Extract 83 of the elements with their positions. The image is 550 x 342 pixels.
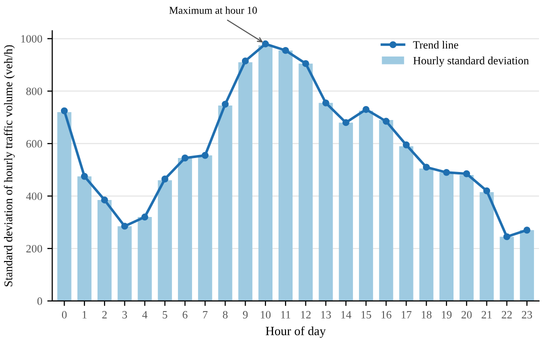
point [342,119,350,126]
x-tick-label: 11 [281,311,290,318]
bar [379,120,394,301]
y-axis-title: Standard deviation of hourly traffic volume (veh/h) [4,45,15,286]
x-tick-label: 12 [301,311,311,318]
point [222,100,229,108]
y-tick-label: 800 [26,88,42,96]
point [60,107,68,114]
x-tick-label: 10 [260,311,271,318]
point [141,214,148,220]
x-tick-label: 3 [122,311,128,318]
point [202,152,209,159]
x-tick-label: 14 [341,311,352,318]
bar [520,230,534,301]
bar [218,106,232,301]
y-tick-label: 200 [26,244,42,252]
x-axis-title: Hour of day [266,326,326,338]
point [242,57,249,64]
bar [77,176,92,301]
point [443,168,450,176]
bar [278,50,293,301]
y-tick-label: 400 [26,192,42,200]
point [463,170,470,178]
point [422,164,430,171]
x-tick-label: 23 [522,311,532,318]
x-tick-label: 0 [62,311,67,318]
point [503,233,510,240]
bar [399,146,414,301]
bar [158,180,172,301]
bar [138,217,152,301]
point [362,106,370,113]
bar [460,175,474,301]
point [382,118,390,125]
bar [500,236,514,301]
bar [98,200,112,301]
bar [358,110,374,301]
point [182,154,188,162]
point [322,99,330,106]
x-tick-label: 6 [182,311,188,318]
bar [238,62,252,301]
y-tick-label: 600 [26,140,42,148]
point [101,196,108,204]
x-tick-label: 16 [382,311,392,318]
x-tick-label: 7 [203,311,208,318]
bar [480,192,494,301]
x-tick-label: 20 [462,311,472,318]
x-tick-label: 21 [482,311,492,318]
point [523,226,530,234]
x-tick-label: 15 [361,311,372,318]
bar [318,102,333,301]
annotation: Maximum at hour 10 [169,6,257,14]
x-tick-label: 17 [402,311,412,318]
point [161,176,168,182]
x-tick-label: 4 [142,311,148,318]
x-tick-label: 18 [422,311,432,318]
point [282,46,290,54]
bar [198,155,212,301]
bar [57,112,72,301]
bar [298,64,313,301]
x-tick-label: 19 [442,311,452,318]
y-tick-label: 1000 [21,35,42,43]
y-tick-label: 0 [37,297,42,305]
x-tick-label: 13 [321,311,331,318]
legend-label: Hourly standard deviation [413,56,529,67]
bar [419,168,434,301]
bar [178,158,192,301]
bar [258,45,272,301]
point [402,141,410,148]
x-tick-label: 8 [222,311,228,318]
bar [338,122,353,301]
x-tick-label: 5 [162,311,168,318]
bar [439,172,454,301]
x-tick-label: 2 [102,311,107,318]
point [80,172,88,180]
point [121,222,128,230]
point [302,60,310,68]
x-tick-label: 22 [502,311,512,318]
point [483,187,490,194]
bar [118,226,132,301]
point [262,40,269,48]
x-tick-label: 1 [82,311,87,318]
x-tick-label: 9 [242,311,248,318]
legend-label: Trend line [413,40,458,49]
